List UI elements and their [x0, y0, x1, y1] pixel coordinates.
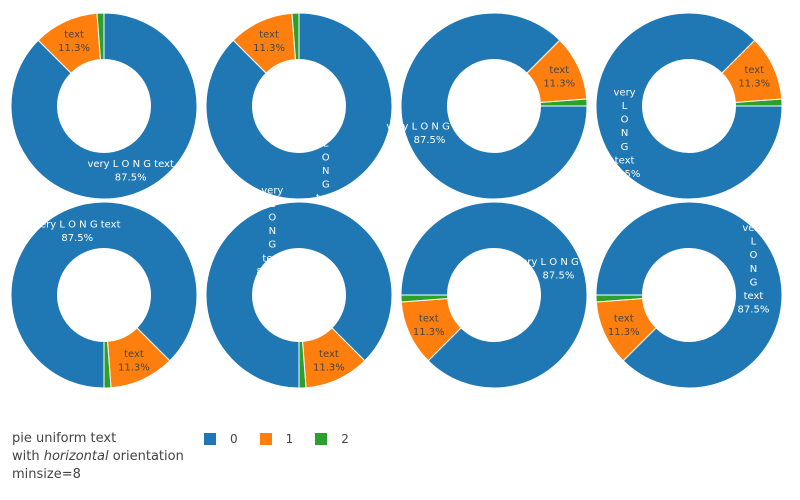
donut-8-slice-2[interactable] [595, 294, 644, 303]
legend-item-0[interactable]: 0 [204, 432, 238, 446]
legend: 0 1 2 [204, 432, 371, 446]
donut-3: very L O N G text 87.5% text 11.3% [386, 12, 588, 200]
donut-1-label-1: text 11.3% [58, 29, 90, 54]
legend-label-2: 2 [341, 432, 349, 446]
caption-line-2: with horizontal orientation [12, 448, 184, 466]
legend-label-1: 1 [285, 432, 294, 446]
donut-8-slice-0[interactable] [595, 201, 783, 389]
legend-item-2[interactable]: 2 [315, 432, 349, 446]
donut-7-slice-0[interactable] [400, 201, 588, 389]
legend-label-0: 0 [230, 432, 238, 446]
donut-2-label-1: text 11.3% [253, 29, 285, 54]
donut-7: very L O N G text 87.5% text 11.3% [400, 201, 602, 389]
legend-swatch-1 [259, 433, 272, 445]
donut-3-slice-2[interactable] [539, 98, 588, 107]
donut-5: very L O N G text 87.5% text 11.3% [10, 201, 198, 389]
caption-line-3: minsize=8 [12, 467, 81, 482]
donut-3-label-0: very L O N G text 87.5% [386, 121, 472, 146]
donut-5-label-1: text 11.3% [118, 349, 150, 374]
donut-8-label-1: text 11.3% [608, 314, 640, 339]
donut-4-slice-2[interactable] [734, 98, 783, 107]
legend-swatch-2 [315, 433, 328, 445]
donut-1: very L O N G text 87.5% text 11.3% [10, 12, 198, 200]
caption-line-2-pre: with [12, 449, 44, 464]
donut-2-slice-2[interactable] [291, 12, 300, 61]
caption-line-2-post: orientation [108, 449, 184, 464]
donut-4-label-1: text 11.3% [738, 65, 770, 90]
donut-1-slice-2[interactable] [96, 12, 105, 61]
donut-5-slice-0[interactable] [10, 201, 198, 389]
donut-1-label-0: very L O N G text 87.5% [87, 159, 173, 184]
donut-5-label-0: very L O N G text 87.5% [34, 219, 120, 244]
donut-3-label-1: text 11.3% [543, 65, 575, 90]
donut-4-slice-0[interactable] [595, 12, 783, 200]
donut-6-label-1: text 11.3% [313, 349, 345, 374]
legend-item-1[interactable]: 1 [259, 432, 294, 446]
donut-7-label-1: text 11.3% [413, 314, 445, 339]
donut-6-slice-0[interactable] [205, 201, 393, 389]
donut-5-slice-2[interactable] [103, 340, 112, 389]
donut-1-slice-0[interactable] [10, 12, 198, 200]
donut-3-slice-0[interactable] [400, 12, 588, 200]
caption-line-2-emphasis: horizontal [43, 449, 109, 464]
legend-swatch-0 [204, 433, 216, 445]
donut-2-slice-0[interactable] [205, 12, 393, 200]
donut-7-slice-2[interactable] [400, 294, 449, 303]
donut-6-slice-2[interactable] [298, 340, 307, 389]
donut-7-label-0: very L O N G text 87.5% [515, 257, 601, 282]
caption-line-1: pie uniform text [12, 431, 117, 446]
chart-caption: pie uniform text with horizontal orienta… [12, 430, 184, 484]
